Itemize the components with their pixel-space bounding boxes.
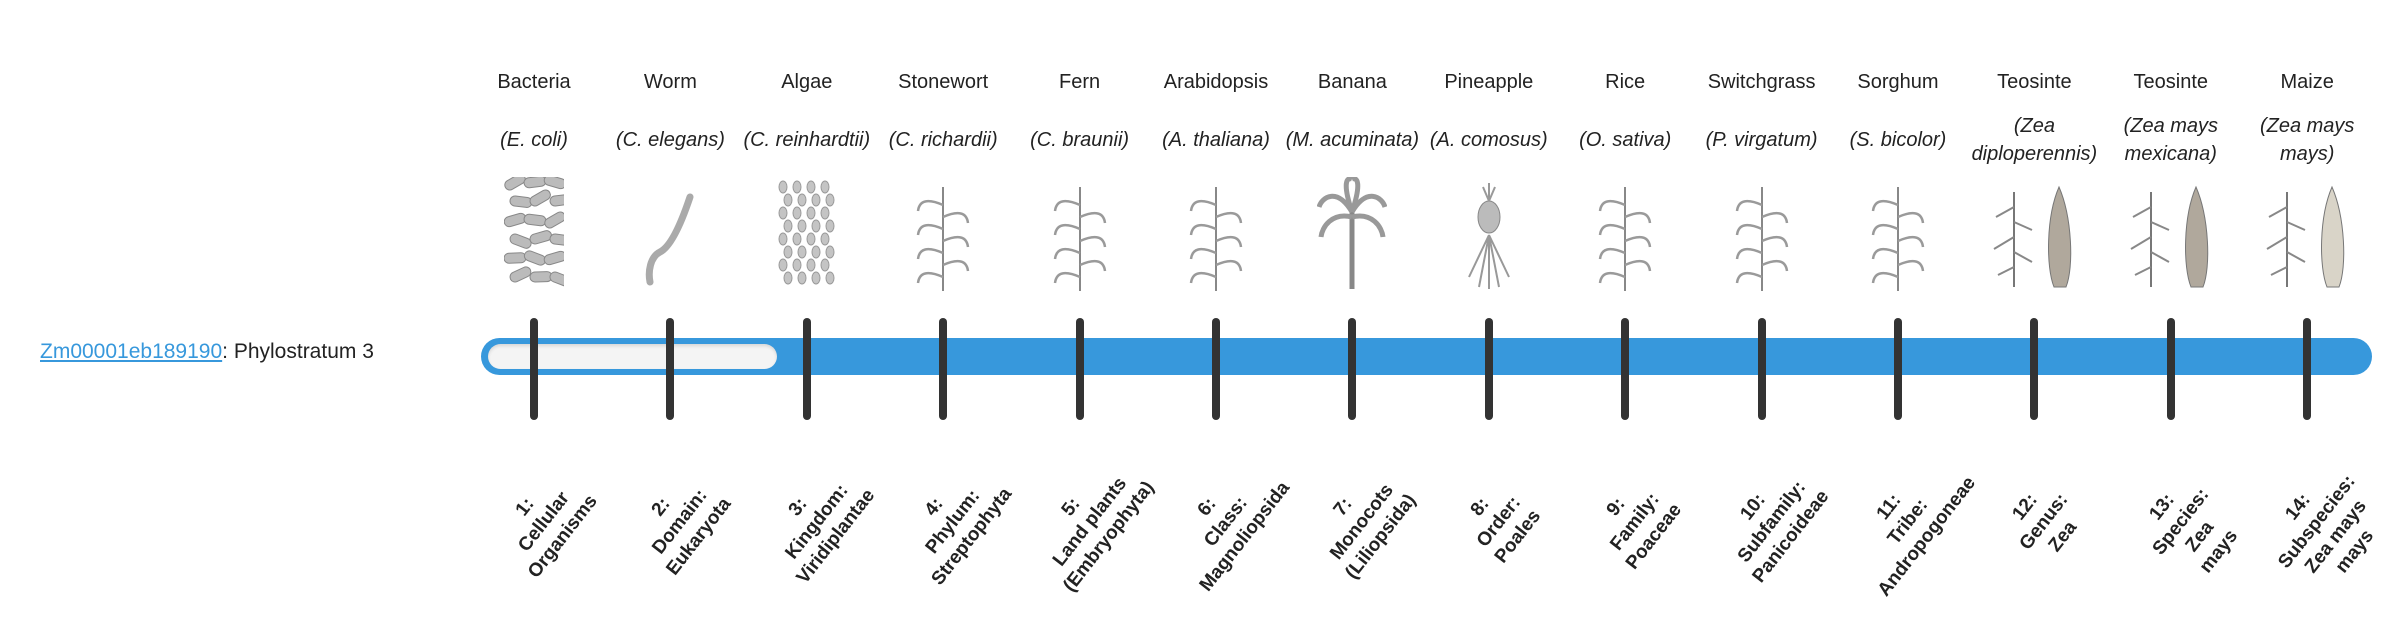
fern-icon <box>1012 177 1148 293</box>
organism-scientific-name: (O. sativa) <box>1579 129 1672 151</box>
phylostratum-label: 1: Cellular Organisms <box>511 487 602 583</box>
organism-scientific-name: (Zea mays mexicana) <box>2123 115 2219 165</box>
organism-name: Pineapple <box>1444 71 1534 93</box>
phylostratum-tick <box>1621 318 1630 420</box>
organism-name: Arabidopsis <box>1163 71 1269 93</box>
bacteria-icon <box>466 177 602 293</box>
phylostratum-tick <box>666 318 675 420</box>
organism-name: Fern <box>1059 71 1101 93</box>
organism-name: Teosinte <box>1997 71 2072 93</box>
organism-name: Maize <box>2280 71 2334 93</box>
teosinte-icon <box>1966 177 2102 293</box>
phylostratum-tick <box>2030 318 2039 420</box>
phylostratum-label: 5: Land plants (Embryophyta) <box>1048 473 1159 596</box>
organism-name: Algae <box>781 71 833 93</box>
phylostratum-text: Phylostratum 3 <box>233 340 374 363</box>
phylostratum-tick <box>2303 318 2312 420</box>
organism-name: Teosinte <box>2133 71 2209 93</box>
organism-scientific-name: (C. elegans) <box>615 129 725 151</box>
phylostratum-tick <box>1212 318 1220 420</box>
organism-scientific-name: (E. coli) <box>500 129 568 151</box>
phylostratum-tick <box>1894 318 1902 420</box>
organism-scientific-name: (Zea diploperennis) <box>1971 115 2098 165</box>
switchgrass-icon <box>1694 177 1830 293</box>
phylostratum-label: 10: Subfamily: Panicoideae <box>1733 477 1833 587</box>
organism-name: Banana <box>1317 71 1387 93</box>
maize-icon <box>2239 177 2375 293</box>
organism-scientific-name: (S. bicolor) <box>1849 129 1947 151</box>
organism-scientific-name: (M. acuminata) <box>1285 129 1420 151</box>
pineapple-icon <box>1421 177 1557 293</box>
phylostratum-label: 2: Domain: Eukaryota <box>647 485 736 580</box>
gene-link[interactable]: Zm00001eb189190 <box>40 340 223 363</box>
phylostratum-label: 4: Phylum: Streptophyta <box>920 483 1017 590</box>
phylostratum-tick <box>2166 318 2175 420</box>
organism-name: Bacteria <box>497 71 571 93</box>
worm-icon <box>602 177 738 293</box>
phylostratum-label: 12: Genus: Zea <box>2008 489 2082 556</box>
phylostratum-label: 8: Order: Poales <box>1466 492 1545 568</box>
phylostratum-label: 6: Class: Magnoliopsida <box>1193 477 1295 596</box>
algae-icon <box>739 177 875 293</box>
phylostratum-label: 9: Family: Poaceae <box>1602 489 1687 574</box>
organism-scientific-name: (A. thaliana) <box>1162 129 1270 151</box>
phylostratum-label: 3: Kingdom: Viridiplantae <box>781 480 879 588</box>
organism-name: Stonewort <box>898 71 989 93</box>
organism-scientific-name: (P. virgatum) <box>1705 129 1818 151</box>
stonewort-icon <box>875 177 1011 293</box>
organism-name: Worm <box>643 71 697 93</box>
rice-icon <box>1557 177 1693 293</box>
organism-scientific-name: (Zea mays mays) <box>2259 115 2355 165</box>
phylostratum-label: 14: Subspecies: Zea mays mays <box>2274 471 2379 578</box>
arabidopsis-icon <box>1148 177 1284 293</box>
phylostratum-tick <box>939 318 948 420</box>
phylostratum-tick <box>1348 318 1357 420</box>
phylostrata-track <box>481 338 2372 375</box>
phylostratum-label: 7: Monocots (Liliopsida) <box>1326 480 1421 584</box>
sorghum-icon <box>1830 177 1966 293</box>
phylostratum-tick <box>802 318 811 420</box>
banana-icon <box>1284 177 1420 293</box>
organism-scientific-name: (C. reinhardtii) <box>743 129 871 151</box>
phylostratum-tick <box>1075 318 1084 420</box>
teosinte-icon <box>2103 177 2239 293</box>
organism-name: Switchgrass <box>1707 71 1816 93</box>
organism-scientific-name: (C. braunii) <box>1030 129 1130 151</box>
phylostratum-label: 11: Tribe: Andropogoneae <box>1872 472 1980 601</box>
organism-name: Sorghum <box>1857 71 1939 93</box>
gene-separator: : <box>222 340 234 363</box>
phylostratum-label: 13: Species: Zea mays <box>2145 484 2242 578</box>
phylostratum-tick <box>530 318 538 420</box>
organism-scientific-name: (A. comosus) <box>1429 129 1548 151</box>
gene-label: Zm00001eb189190: Phylostratum 3 <box>40 340 374 364</box>
organism-name: Rice <box>1605 71 1646 93</box>
phylostratum-tick <box>1484 318 1493 420</box>
organism-scientific-name: (C. richardii) <box>888 129 998 151</box>
phylostratum-tick <box>1757 318 1766 420</box>
